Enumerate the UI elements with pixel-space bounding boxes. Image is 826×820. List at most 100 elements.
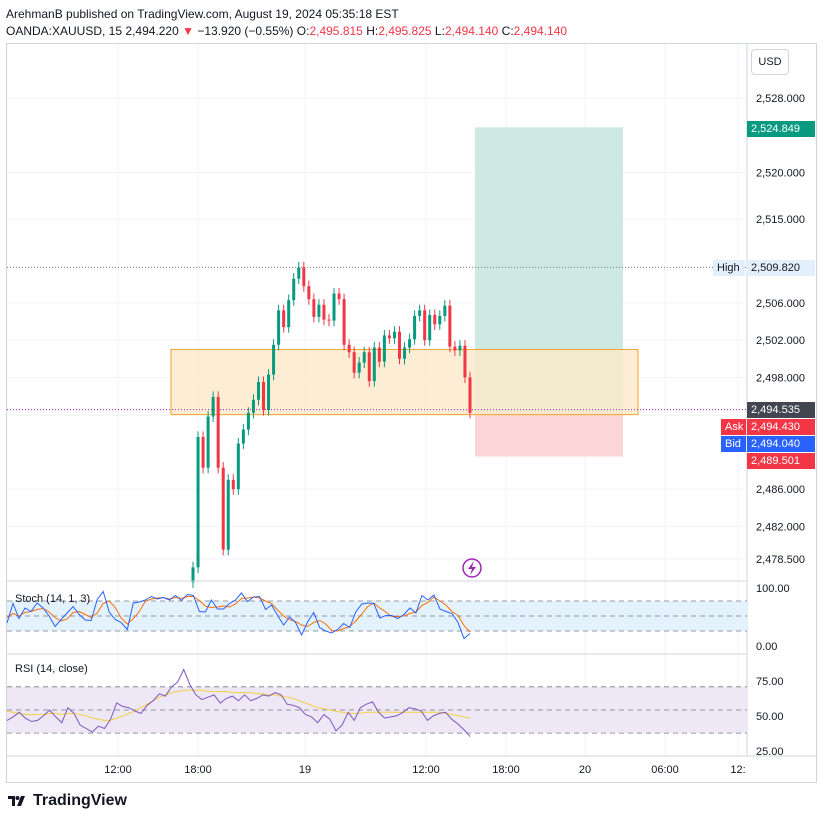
time-tick-label: 18:00: [492, 764, 520, 776]
candle-body: [337, 293, 341, 300]
time-tick-label: 18:00: [184, 764, 212, 776]
candle-body: [231, 479, 235, 490]
candle-body: [357, 362, 361, 373]
candle-body: [282, 310, 286, 328]
indicator-tick-label: 75.00: [756, 676, 784, 688]
stoch-title: Stoch (14, 1, 3): [15, 593, 90, 605]
bid-label-tag: Bid: [721, 436, 746, 452]
price-tick-label: 2,528.000: [756, 93, 805, 105]
candle-body: [367, 352, 371, 382]
down-arrow-icon: ▼: [182, 24, 195, 38]
candle-body: [191, 567, 195, 583]
candle-body: [362, 352, 366, 363]
candle-body: [423, 310, 427, 341]
candle-body: [236, 443, 240, 490]
candle-body: [226, 479, 230, 550]
candle-body: [317, 304, 321, 317]
candle-body: [287, 300, 291, 328]
candle-body: [458, 345, 462, 351]
candle-body: [342, 299, 346, 345]
last-price: 2,494.220: [125, 24, 179, 38]
candle-body: [292, 278, 296, 301]
tradingview-logo[interactable]: TradingView: [6, 792, 127, 810]
candle-body: [453, 346, 457, 351]
candle-body: [433, 314, 437, 325]
candle-body: [211, 396, 215, 417]
symbol-label: OANDA:XAUUSD, 15: [6, 24, 123, 38]
candle-body: [372, 347, 376, 382]
candle-body: [468, 377, 472, 413]
candle-body: [251, 399, 255, 413]
candle-body: [312, 299, 316, 317]
candle-body: [403, 347, 407, 359]
candle-body: [221, 467, 225, 550]
candlestick-series: [191, 261, 472, 588]
time-tick-label: 12:00: [412, 764, 440, 776]
close-label: C:: [501, 24, 514, 38]
candle-body: [352, 352, 356, 373]
time-tick-label: 19: [299, 764, 311, 776]
price-tick-label: 2,502.000: [756, 335, 805, 347]
candle-body: [196, 436, 200, 568]
price-tick-label: 2,482.000: [756, 521, 805, 533]
indicator-tick-label: 0.00: [756, 641, 777, 653]
high-price-tag: 2,509.820: [747, 260, 815, 276]
candle-body: [347, 344, 351, 353]
low-value: 2,494.140: [444, 24, 499, 38]
target-price-tag: 2,524.849: [747, 121, 815, 137]
candle-body: [272, 344, 276, 375]
candle-body: [246, 412, 250, 430]
high-label-tag: High: [713, 260, 745, 276]
low-label: L:: [434, 24, 445, 38]
candle-body: [307, 286, 311, 300]
open-label: O:: [296, 24, 310, 38]
open-value: 2,495.815: [309, 24, 363, 38]
rsi-line: [6, 668, 471, 737]
candle-body: [332, 293, 336, 321]
candle-body: [216, 396, 220, 468]
price-tick-label: 2,506.000: [756, 298, 805, 310]
lightning-icon[interactable]: [462, 558, 482, 578]
time-tick-label: 12:00: [104, 764, 132, 776]
stoch-levels: [7, 600, 747, 632]
chart-frame: [6, 43, 817, 783]
publisher-line: ArehmanB published on TradingView.com, A…: [6, 7, 399, 21]
candle-body: [397, 331, 401, 359]
candle-body: [297, 267, 301, 279]
price-change: −13.920 (−0.55%): [197, 24, 294, 38]
long-position-loss-zone[interactable]: [475, 412, 623, 457]
ask-label-tag: Ask: [721, 419, 746, 435]
candle-body: [408, 339, 412, 348]
candle-body: [256, 382, 260, 400]
currency-button[interactable]: USD: [751, 49, 789, 75]
candle-body: [277, 310, 281, 345]
ask-price-tag: 2,494.430: [747, 419, 815, 435]
close-value: 2,494.140: [513, 24, 568, 38]
indicator-tick-label: 50.00: [756, 711, 784, 723]
candle-body: [262, 382, 266, 410]
rsi-ma-line: [6, 689, 471, 721]
candle-body: [438, 315, 442, 325]
high-label: H:: [366, 24, 379, 38]
candle-body: [428, 314, 432, 341]
stoch-k-line: [6, 590, 471, 640]
candle-body: [201, 436, 205, 468]
time-axis[interactable]: 12:00 18:00 19 12:00 18:00 20 06:00 12:: [104, 764, 745, 776]
stop-price-tag: 2,489.501: [747, 453, 815, 469]
price-axis[interactable]: 2,528.000 2,520.000 2,515.000 2,506.000 2,50…: [756, 93, 805, 566]
price-tick-label: 2,520.000: [756, 168, 805, 180]
candle-body: [382, 335, 386, 362]
candle-body: [241, 429, 245, 444]
price-tick-label: 2,486.000: [756, 484, 805, 496]
time-tick-label: 12:: [730, 764, 745, 776]
candle-body: [322, 304, 326, 320]
candle-body: [448, 305, 452, 347]
ohlc-line: OANDA:XAUUSD, 15 2,494.220 ▼ −13.920 (−0…: [6, 23, 567, 40]
high-value: 2,495.825: [378, 24, 432, 38]
time-tick-label: 20: [579, 764, 591, 776]
candle-body: [267, 374, 271, 410]
candle-body: [463, 345, 467, 378]
tradingview-logo-icon: [8, 796, 25, 806]
candle-body: [443, 305, 447, 316]
